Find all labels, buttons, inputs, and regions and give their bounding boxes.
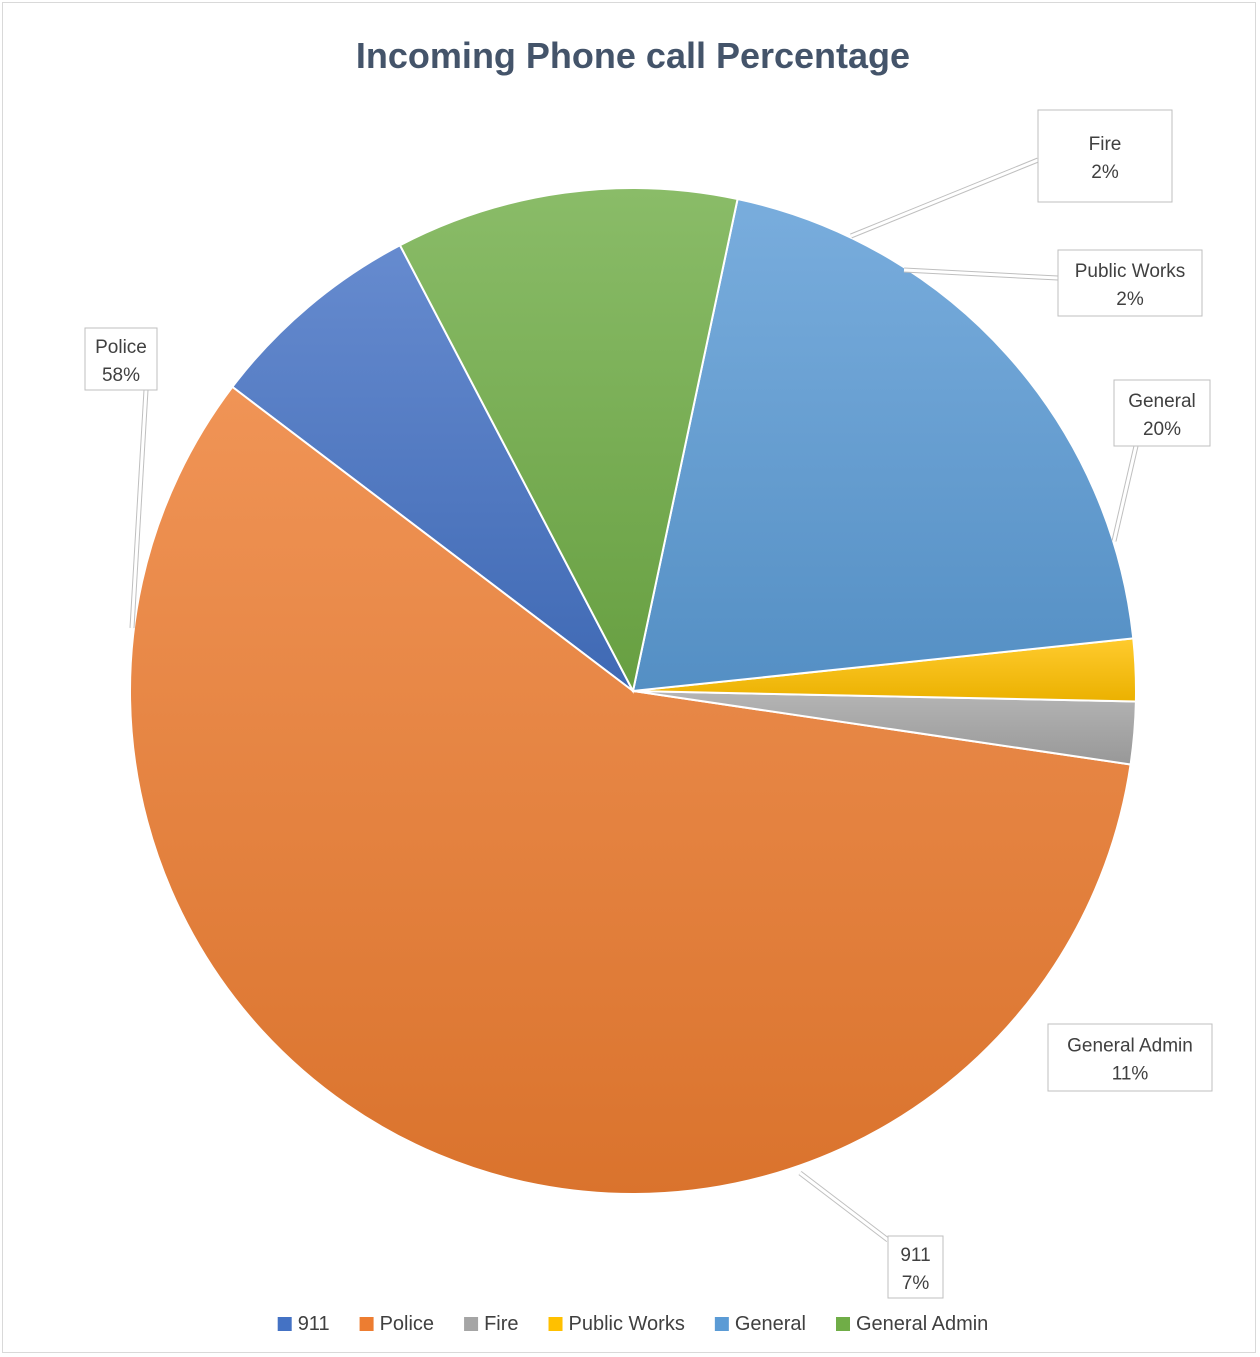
data-label-box-police <box>84 327 158 391</box>
data-label-value-police: 58% <box>102 365 140 386</box>
data-label-box-general <box>1113 379 1211 447</box>
legend-swatch-911 <box>277 1317 292 1331</box>
pie-slice-general-admin <box>398 187 739 694</box>
legend: 911 Police Fire Public Works General General … <box>277 1313 988 1335</box>
data-label-name-police: Police <box>95 337 147 358</box>
legend-swatch-police <box>359 1317 374 1331</box>
leader-line-inner-police <box>130 389 148 629</box>
leader-line-inner-general <box>1112 445 1138 542</box>
leader-line-inner-public-works <box>903 268 1059 280</box>
data-label-value-general: 20% <box>1143 419 1181 440</box>
data-label-box-fire <box>1037 109 1173 203</box>
legend-swatch-fire <box>464 1317 479 1331</box>
legend-label-police: Police <box>380 1313 434 1335</box>
legend-label-fire: Fire <box>484 1313 518 1335</box>
pie-slices <box>129 187 1137 1195</box>
data-label-name-public-works: Public Works <box>1075 261 1186 282</box>
leader-lines <box>129 157 1139 1242</box>
data-label-box-public-works <box>1057 249 1203 317</box>
data-label-value-fire: 2% <box>1091 162 1119 183</box>
data-label-box-general-admin <box>1047 1023 1213 1092</box>
data-label-name-911: 911 <box>900 1245 930 1266</box>
data-label-value-general-admin: 11% <box>1112 1064 1149 1085</box>
leader-line-inner-911 <box>799 1171 889 1242</box>
pie-slice-911 <box>230 243 634 692</box>
chart-title: Incoming Phone call Percentage <box>356 35 910 76</box>
pie-slice-police <box>129 385 1132 1195</box>
legend-label-911: 911 <box>298 1313 330 1335</box>
data-label-name-fire: Fire <box>1089 134 1122 155</box>
data-labels: 911 7% Police 58% Fire 2% Public Works 2% Genera… <box>84 109 1213 1299</box>
data-label-box-911 <box>887 1235 944 1299</box>
legend-label-general: General <box>735 1313 806 1335</box>
data-label-value-public-works: 2% <box>1116 289 1144 310</box>
legend-swatch-general-admin <box>836 1317 851 1331</box>
data-label-name-general-admin: General Admin <box>1067 1036 1193 1057</box>
data-label-name-general: General <box>1128 391 1196 412</box>
legend-swatch-general <box>714 1317 729 1331</box>
legend-swatch-public-works <box>548 1317 563 1331</box>
pie-slice-general <box>631 197 1135 693</box>
legend-label-public-works: Public Works <box>569 1313 685 1335</box>
data-label-value-911: 7% <box>902 1273 930 1294</box>
leader-line-inner-fire <box>850 158 1039 238</box>
legend-label-general-admin: General Admin <box>856 1313 988 1335</box>
